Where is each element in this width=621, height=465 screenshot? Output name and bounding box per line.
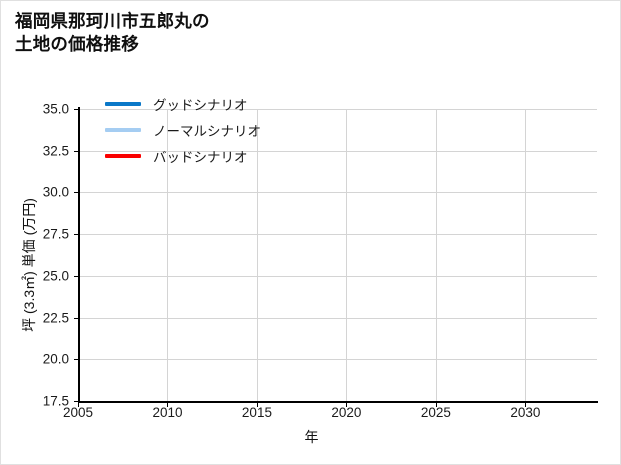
chart-legend: グッドシナリオ ノーマルシナリオ バッドシナリオ [105,91,335,169]
x-tick-label: 2010 [152,405,183,420]
gridline-horizontal [78,109,597,110]
x-tick-label: 2030 [510,405,541,420]
legend-swatch-bad [105,154,141,158]
legend-item-bad[interactable]: バッドシナリオ [105,143,335,169]
gridline-horizontal [78,317,597,319]
legend-item-normal[interactable]: ノーマルシナリオ [105,117,335,143]
gridline-vertical [167,109,169,401]
chart-title: 福岡県那珂川市五郎丸の 土地の価格推移 [15,11,210,55]
x-axis-label: 年 [304,429,319,445]
legend-item-good[interactable]: グッドシナリオ [105,91,335,117]
legend-swatch-good [105,102,141,106]
gridline-horizontal [78,192,597,194]
x-tick-mark [78,403,79,407]
y-axis-label: 坪 (3.3㎡) 単価 (万円) [21,198,37,332]
x-tick-label: 2005 [62,405,94,420]
legend-label-good: グッドシナリオ [153,98,248,113]
x-axis-spine [78,401,598,403]
y-axis-spine [78,107,80,403]
legend-label-bad: バッドシナリオ [153,150,248,165]
gridline-horizontal [78,234,597,236]
x-tick-mark [256,403,258,407]
x-tick-mark [525,403,527,407]
x-tick-label: 2015 [241,405,272,420]
x-tick-mark [167,403,169,407]
legend-swatch-normal [105,128,141,132]
x-tick-label: 2020 [331,405,362,420]
gridline-horizontal [78,359,597,361]
gridline-vertical [346,109,348,401]
gridline-horizontal [78,150,597,152]
gridline-vertical [435,109,437,401]
x-tick-mark [346,403,348,407]
plot-area [78,109,597,402]
x-tick-mark [435,403,437,407]
legend-label-normal: ノーマルシナリオ [153,124,261,139]
gridline-vertical [525,109,527,401]
x-tick-label: 2025 [420,405,451,420]
gridline-vertical [256,109,258,401]
plot-background [78,109,597,401]
gridline-horizontal [78,275,597,277]
